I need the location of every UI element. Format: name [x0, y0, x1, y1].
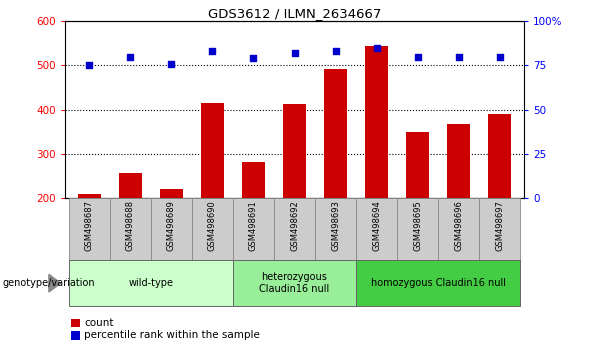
Bar [110, 198, 151, 260]
Text: GSM498689: GSM498689 [167, 200, 176, 251]
Bar [447, 124, 470, 198]
Text: heterozygous
Claudin16 null: heterozygous Claudin16 null [259, 272, 330, 294]
Text: genotype/variation: genotype/variation [3, 278, 95, 288]
Text: GSM498694: GSM498694 [372, 200, 381, 251]
Text: GSM498693: GSM498693 [331, 200, 340, 251]
Point [331, 48, 340, 54]
Bar [438, 198, 479, 260]
Point [372, 45, 381, 51]
Bar [233, 198, 274, 260]
Point [208, 48, 217, 54]
Point [167, 61, 176, 67]
Bar [356, 260, 520, 306]
Text: GSM498687: GSM498687 [85, 200, 94, 251]
Bar [365, 46, 388, 198]
Text: percentile rank within the sample: percentile rank within the sample [84, 330, 260, 340]
Bar [233, 260, 356, 306]
Point [495, 54, 504, 59]
Point [85, 63, 94, 68]
Bar [397, 198, 438, 260]
Text: count: count [84, 318, 114, 328]
Point [125, 54, 135, 59]
Bar [406, 132, 429, 198]
Bar [488, 114, 511, 198]
Point [413, 54, 422, 59]
Bar [160, 188, 183, 198]
Bar [315, 198, 356, 260]
Point [454, 54, 464, 59]
Text: wild-type: wild-type [128, 278, 173, 288]
Text: GSM498692: GSM498692 [290, 200, 299, 251]
Bar [151, 198, 192, 260]
Text: GSM498695: GSM498695 [413, 200, 422, 251]
Bar [69, 260, 233, 306]
Bar [78, 194, 101, 198]
Bar [356, 198, 397, 260]
Title: GDS3612 / ILMN_2634667: GDS3612 / ILMN_2634667 [208, 7, 381, 20]
Point [249, 56, 258, 61]
Bar [119, 173, 142, 198]
Bar [242, 162, 265, 198]
Bar [283, 104, 306, 198]
Bar [274, 198, 315, 260]
Point [290, 50, 299, 56]
Text: GSM498696: GSM498696 [454, 200, 463, 251]
Bar [479, 198, 520, 260]
Bar [201, 103, 224, 198]
Bar [192, 198, 233, 260]
Text: GSM498690: GSM498690 [208, 200, 217, 251]
Text: GSM498697: GSM498697 [495, 200, 504, 251]
Text: GSM498691: GSM498691 [249, 200, 258, 251]
Bar [69, 198, 110, 260]
Text: homozygous Claudin16 null: homozygous Claudin16 null [370, 278, 505, 288]
Bar [324, 69, 347, 198]
Text: GSM498688: GSM498688 [126, 200, 135, 251]
